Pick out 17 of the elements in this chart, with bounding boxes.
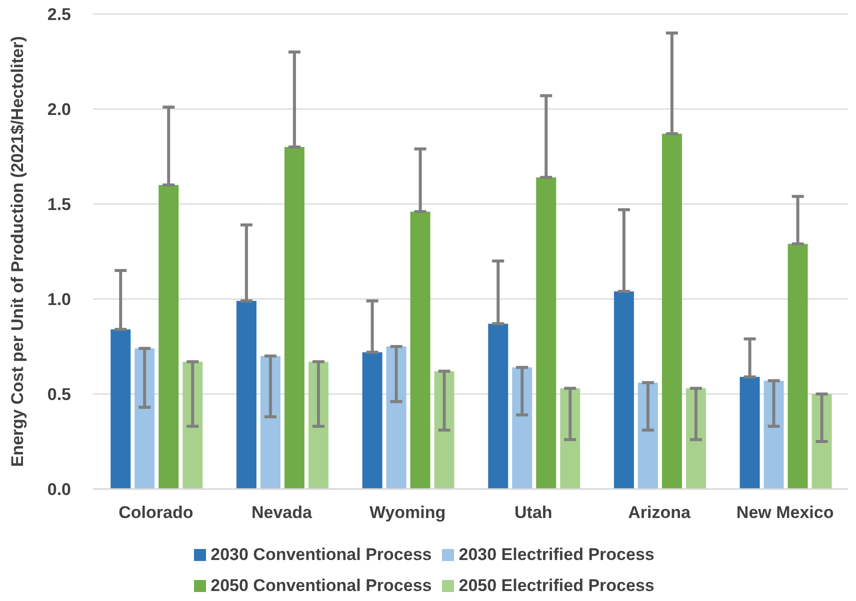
x-tick-label: Nevada [252,503,313,522]
x-tick-label: Arizona [628,503,691,522]
x-tick-label: Utah [514,503,552,522]
legend-label: 2030 Electrified Process [458,545,654,565]
legend-label: 2030 Conventional Process [210,545,432,565]
y-tick-label: 1.5 [47,195,71,214]
y-axis-title: Energy Cost per Unit of Production (2021$/Hectoliter) [8,36,26,467]
x-tick-label: New Mexico [736,503,834,522]
y-tick-label: 0.0 [47,480,71,500]
legend-label: 2050 Electrified Process [458,576,654,596]
y-tick-label: 1.0 [47,290,71,310]
x-tick-label: Colorado [118,503,194,522]
legend-label: 2050 Conventional Process [210,576,432,596]
y-tick-label: 2.5 [47,5,71,24]
y-tick-label: 2.0 [47,100,71,120]
y-tick-label: 0.5 [47,385,71,404]
x-tick-label: Wyoming [369,503,446,522]
